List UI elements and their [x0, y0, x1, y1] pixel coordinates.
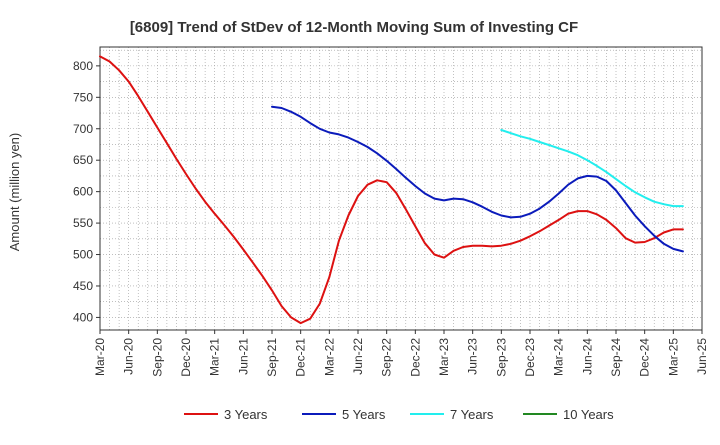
legend-label-5-years: 5 Years — [342, 407, 386, 422]
series-line-5-years — [271, 105, 684, 253]
x-tick-label: Jun-22 — [351, 338, 365, 375]
plot-area — [100, 47, 702, 330]
y-tick-label: 600 — [73, 185, 93, 199]
x-tick-label: Jun-24 — [580, 338, 594, 375]
grid-lines — [100, 47, 702, 330]
x-tick-label: Sep-21 — [265, 338, 279, 377]
y-tick-label: 450 — [73, 279, 93, 293]
y-tick-label: 650 — [73, 153, 93, 167]
y-tick-label: 500 — [73, 248, 93, 262]
y-tick-label: 800 — [73, 59, 93, 73]
x-tick-label: Mar-20 — [93, 338, 107, 376]
x-tick-label: Dec-24 — [638, 338, 652, 377]
plot-frame — [99, 46, 703, 331]
x-tick-label: Jun-21 — [236, 338, 250, 375]
x-tick-label: Jun-20 — [122, 338, 136, 375]
series-line-7-years — [500, 129, 684, 208]
x-tick-label: Mar-23 — [437, 338, 451, 376]
legend-label-3-years: 3 Years — [224, 407, 268, 422]
x-tick-label: Jun-23 — [466, 338, 480, 375]
axes: 400 450 500 550 600 650 700 750 800 Mar-20 Jun-20 S… — [73, 46, 709, 377]
legend-label-7-years: 7 Years — [450, 407, 494, 422]
series-lines — [99, 55, 684, 325]
y-tick-label: 400 — [73, 310, 93, 324]
x-tick-label: Sep-20 — [150, 338, 164, 377]
x-tick-label: Sep-24 — [609, 338, 623, 377]
y-tick-label: 750 — [73, 90, 93, 104]
x-tick-label: Sep-22 — [380, 338, 394, 377]
x-tick-label: Jun-25 — [695, 338, 709, 375]
x-tick-label: Dec-22 — [408, 338, 422, 377]
x-tick-label: Mar-21 — [208, 338, 222, 376]
x-tick-label: Dec-23 — [523, 338, 537, 377]
y-axis-label: Amount (million yen) — [7, 133, 22, 252]
x-tick-label: Dec-20 — [179, 338, 193, 377]
y-tick-label: 700 — [73, 122, 93, 136]
x-tick-label: Mar-25 — [666, 338, 680, 376]
legend-label-10-years: 10 Years — [563, 407, 614, 422]
x-tick-label: Mar-22 — [322, 338, 336, 376]
x-tick-label: Mar-24 — [552, 338, 566, 376]
x-tick-label: Sep-23 — [494, 338, 508, 377]
chart-title: [6809] Trend of StDev of 12-Month Moving… — [130, 19, 578, 36]
legend: 3 Years 5 Years 7 Years 10 Years — [184, 407, 614, 422]
x-tick-label: Dec-21 — [294, 338, 308, 377]
y-tick-label: 550 — [73, 216, 93, 230]
series-line-3-years — [99, 55, 684, 325]
